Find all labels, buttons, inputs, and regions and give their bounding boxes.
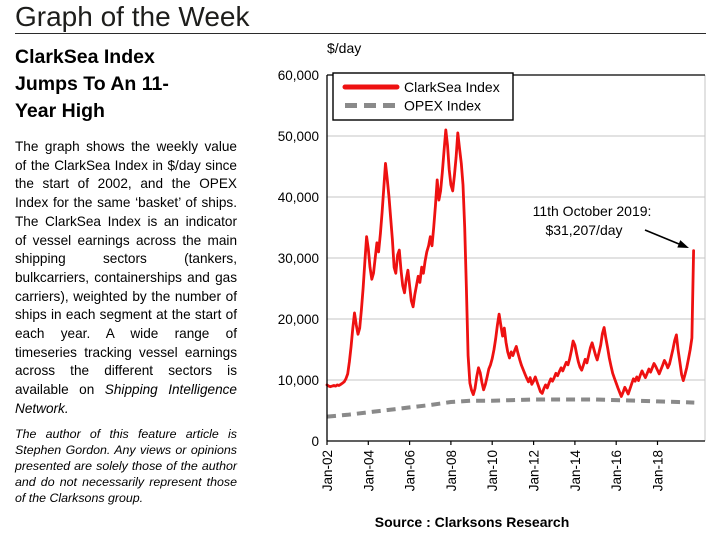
x-axis-tick-labels: Jan-02 Jan-04 Jan-06 Jan-08 Jan-10 Jan-12 Jan-…: [320, 441, 666, 491]
y-axis-unit-label: $/day: [327, 40, 361, 56]
legend-label-clarksea: ClarkSea Index: [404, 79, 500, 95]
y-tick-label: 50,000: [278, 129, 319, 144]
series-lines: [325, 128, 696, 419]
article-heading: ClarkSea Index Jumps To An 11-Year High: [15, 46, 169, 122]
article-body-italic: Shipping Intelligence Network.: [15, 382, 237, 416]
x-tick-label: Jan-10: [485, 450, 500, 491]
gridlines: [327, 75, 706, 441]
legend-box: [332, 72, 514, 121]
page-title: Graph of the Week: [15, 1, 250, 32]
x-tick-label: Jan-06: [403, 450, 418, 491]
x-tick-label: Jan-18: [651, 450, 666, 491]
x-tick-label: Jan-14: [568, 450, 583, 492]
chart-annotation: 11th October 2019: $31,207/day: [533, 203, 689, 248]
article-body-main: The graph shows the weekly value of the …: [15, 139, 237, 398]
annotation-line2: $31,207/day: [545, 222, 622, 238]
annotation-line1: 11th October 2019:: [533, 203, 652, 219]
annotation-arrow-head: [677, 240, 689, 248]
source-caption: Source : Clarksons Research: [375, 514, 570, 530]
legend-label-opex: OPEX Index: [404, 98, 481, 114]
y-tick-label: 60,000: [278, 68, 319, 83]
clarksea-index-chart: $/day 0 10,000 20,000 30,000 40,000 50,000 60,…: [278, 40, 706, 530]
series-opex-index: [326, 397, 695, 419]
x-tick-label: Jan-02: [320, 450, 335, 491]
y-tick-label: 20,000: [278, 312, 319, 327]
x-tick-label: Jan-12: [527, 450, 542, 491]
x-tick-label: Jan-16: [609, 450, 624, 491]
y-tick-label: 30,000: [278, 251, 319, 266]
x-tick-label: Jan-08: [444, 450, 459, 491]
y-tick-label: 10,000: [278, 373, 319, 388]
title-divider: [15, 33, 706, 34]
series-clarksea-index: [325, 128, 696, 398]
x-tick-label: Jan-04: [361, 450, 376, 492]
y-tick-label: 40,000: [278, 190, 319, 205]
author-disclaimer: The author of this feature article is St…: [15, 426, 237, 505]
y-tick-label: 0: [311, 434, 319, 449]
annotation-arrow-line: [644, 229, 680, 245]
y-axis-tick-labels: 0 10,000 20,000 30,000 40,000 50,000 60,000: [278, 68, 319, 449]
chart-legend: ClarkSea Index OPEX Index: [332, 72, 514, 121]
article-body: The graph shows the weekly value of the …: [15, 138, 237, 419]
left-text-column: ClarkSea Index Jumps To An 11-Year High …: [15, 44, 237, 506]
